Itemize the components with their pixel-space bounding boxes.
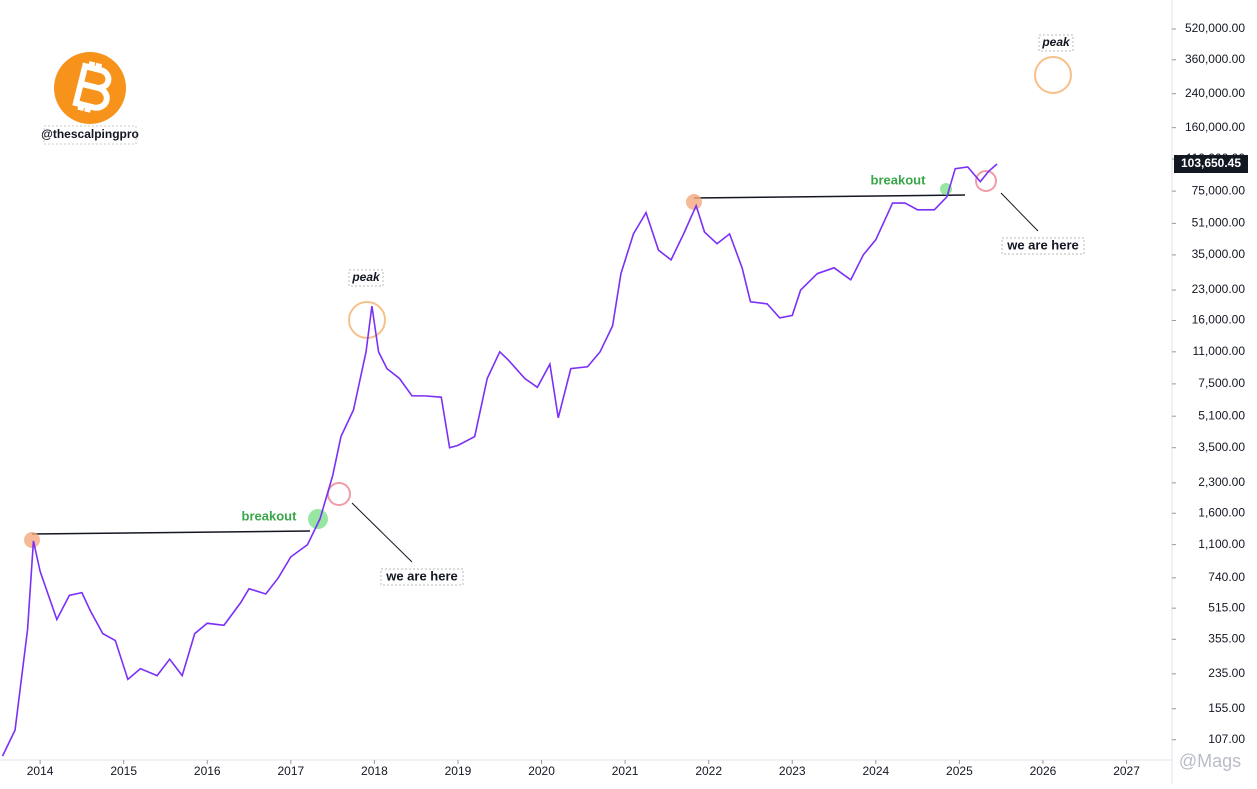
x-tick-label: 2027 (1113, 764, 1140, 778)
x-tick-label: 2022 (695, 764, 722, 778)
y-tick-label: 23,000.00 (1192, 282, 1246, 296)
marker (327, 482, 351, 506)
price-line (1, 163, 998, 757)
y-tick-label: 740.00 (1208, 570, 1245, 584)
annotation: breakout (871, 172, 927, 187)
annotation: peak (1041, 35, 1071, 49)
watermark: @Mags (1179, 751, 1241, 771)
x-tick-label: 2014 (27, 764, 54, 778)
last-price-label: 103,650.45 (1181, 156, 1241, 170)
y-tick-label: 520,000.00 (1185, 21, 1245, 35)
resistance-line (693, 194, 966, 199)
pointer-line (351, 502, 413, 563)
y-tick-label: 235.00 (1208, 666, 1245, 680)
y-tick-label: 1,100.00 (1198, 537, 1245, 551)
y-tick-label: 160,000.00 (1185, 120, 1245, 134)
x-tick-label: 2024 (862, 764, 889, 778)
marker (1034, 56, 1072, 94)
x-tick-label: 2017 (277, 764, 304, 778)
annotation-box (348, 269, 384, 287)
annotation: we are here (385, 568, 458, 583)
handle: @thescalpingpro (41, 127, 139, 141)
marker (24, 532, 40, 548)
x-tick-label: 2015 (110, 764, 137, 778)
y-tick-label: 11,000.00 (1193, 344, 1246, 358)
y-tick-label: 155.00 (1208, 701, 1245, 715)
y-tick-label: 360,000.00 (1185, 52, 1245, 66)
marker (686, 194, 702, 210)
y-tick-label: 5,100.00 (1198, 408, 1245, 422)
y-tick-label: 515.00 (1208, 600, 1245, 614)
marker (348, 301, 386, 339)
annotation: peak (351, 270, 381, 284)
y-tick-label: 2,300.00 (1198, 475, 1245, 489)
x-tick-label: 2025 (946, 764, 973, 778)
pointer-line (1000, 192, 1039, 232)
x-tick-label: 2016 (194, 764, 221, 778)
x-tick-label: 2018 (361, 764, 388, 778)
annotation-box (1001, 237, 1085, 255)
marker (975, 170, 997, 192)
x-tick-label: 2023 (779, 764, 806, 778)
y-tick-label: 35,000.00 (1192, 247, 1246, 261)
annotation-box (1038, 34, 1074, 52)
y-tick-label: 355.00 (1208, 631, 1245, 645)
annotation: we are here (1006, 237, 1079, 252)
y-tick-label: 7,500.00 (1198, 376, 1245, 390)
y-tick-label: 75,000.00 (1192, 183, 1246, 197)
x-tick-label: 2019 (445, 764, 472, 778)
marker (308, 509, 328, 529)
x-tick-label: 2026 (1030, 764, 1057, 778)
x-tick-label: 2020 (528, 764, 555, 778)
resistance-line (31, 530, 311, 535)
logo-glyph (72, 61, 112, 113)
annotation: breakout (242, 508, 298, 523)
y-tick-label: 3,500.00 (1198, 440, 1245, 454)
y-tick-label: 240,000.00 (1185, 86, 1245, 100)
handle-box (43, 125, 137, 145)
y-tick-label: 1,600.00 (1198, 505, 1245, 519)
y-tick-label: 16,000.00 (1192, 313, 1246, 327)
y-tick-label: 107.00 (1208, 732, 1245, 746)
x-tick-label: 2021 (612, 764, 639, 778)
annotation-box (380, 568, 464, 586)
y-tick-label: 51,000.00 (1192, 216, 1246, 230)
last-price-box (1174, 155, 1248, 174)
